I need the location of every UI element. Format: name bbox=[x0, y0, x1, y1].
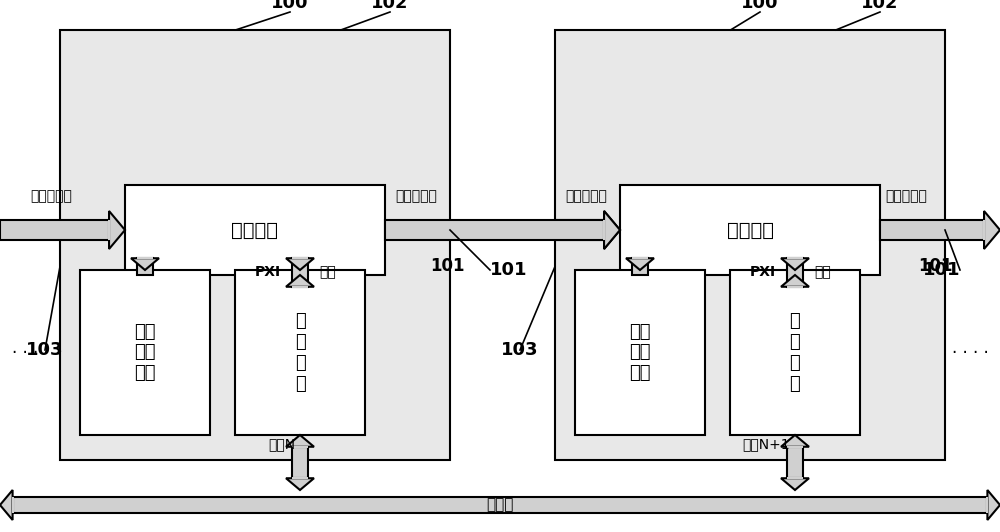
Polygon shape bbox=[131, 258, 159, 270]
Bar bbox=[235, 270, 365, 435]
Bar bbox=[787, 257, 803, 259]
Bar bbox=[787, 258, 803, 287]
Polygon shape bbox=[604, 211, 620, 249]
Polygon shape bbox=[286, 258, 314, 270]
Polygon shape bbox=[987, 490, 1000, 520]
Text: 101: 101 bbox=[918, 257, 952, 275]
Polygon shape bbox=[781, 435, 809, 447]
Bar bbox=[575, 270, 705, 435]
Polygon shape bbox=[781, 478, 809, 490]
Polygon shape bbox=[286, 275, 314, 287]
Polygon shape bbox=[286, 435, 314, 447]
Bar bbox=[60, 30, 450, 460]
Text: 主
控
模
块: 主 控 模 块 bbox=[295, 312, 305, 393]
Bar bbox=[292, 286, 308, 288]
Polygon shape bbox=[781, 258, 809, 270]
Bar bbox=[80, 270, 210, 435]
Text: 主
控
模
块: 主 控 模 块 bbox=[790, 312, 800, 393]
Bar bbox=[730, 270, 860, 435]
Bar bbox=[292, 447, 308, 478]
Bar bbox=[603, 220, 605, 240]
Text: 输出信号线: 输出信号线 bbox=[885, 189, 927, 203]
Text: 同步模块: 同步模块 bbox=[232, 220, 278, 239]
Text: 同步模块: 同步模块 bbox=[726, 220, 774, 239]
Bar bbox=[787, 477, 803, 479]
Bar bbox=[880, 220, 984, 240]
Text: PXI: PXI bbox=[254, 265, 280, 279]
Text: 102: 102 bbox=[371, 0, 409, 12]
Text: 102: 102 bbox=[861, 0, 899, 12]
Text: PXI: PXI bbox=[749, 265, 775, 279]
Bar bbox=[986, 497, 988, 513]
Bar bbox=[292, 477, 308, 479]
Polygon shape bbox=[286, 478, 314, 490]
Text: 输出信号线: 输出信号线 bbox=[395, 189, 437, 203]
Text: 总线: 总线 bbox=[320, 265, 336, 279]
Text: · · · ·: · · · · bbox=[12, 344, 48, 362]
Text: 仪器N: 仪器N bbox=[268, 437, 295, 451]
Bar bbox=[108, 220, 110, 240]
Polygon shape bbox=[984, 211, 1000, 249]
Polygon shape bbox=[626, 258, 654, 270]
Bar bbox=[787, 446, 803, 448]
Bar bbox=[12, 497, 14, 513]
Text: 以太网: 以太网 bbox=[486, 497, 514, 512]
Bar bbox=[137, 257, 153, 259]
Text: 总线: 总线 bbox=[815, 265, 831, 279]
Polygon shape bbox=[781, 275, 809, 287]
Bar bbox=[292, 446, 308, 448]
Text: 100: 100 bbox=[741, 0, 779, 12]
Text: 101: 101 bbox=[490, 261, 528, 279]
Text: 100: 100 bbox=[271, 0, 309, 12]
Bar bbox=[125, 185, 385, 275]
Bar bbox=[292, 257, 308, 259]
Bar bbox=[292, 258, 308, 287]
Bar bbox=[0, 220, 109, 240]
Bar bbox=[13, 497, 987, 513]
Bar bbox=[603, 220, 605, 240]
Text: 输入信号线: 输入信号线 bbox=[30, 189, 72, 203]
Text: 101: 101 bbox=[922, 261, 960, 279]
Bar bbox=[787, 286, 803, 288]
Text: 103: 103 bbox=[26, 341, 64, 359]
Text: 其他
功能
电路: 其他 功能 电路 bbox=[134, 323, 156, 383]
Bar bbox=[555, 30, 945, 460]
Bar bbox=[983, 220, 985, 240]
Bar bbox=[137, 258, 153, 275]
Bar bbox=[620, 185, 880, 275]
Polygon shape bbox=[604, 211, 620, 249]
Polygon shape bbox=[0, 490, 13, 520]
Text: 103: 103 bbox=[501, 341, 539, 359]
Text: 仪器N+1: 仪器N+1 bbox=[742, 437, 790, 451]
Text: 其他
功能
电路: 其他 功能 电路 bbox=[629, 323, 651, 383]
Text: 输入信号线: 输入信号线 bbox=[565, 189, 607, 203]
Bar bbox=[555, 220, 604, 240]
Bar bbox=[632, 257, 648, 259]
Text: · · · ·: · · · · bbox=[952, 344, 988, 362]
Polygon shape bbox=[109, 211, 125, 249]
Text: 101: 101 bbox=[430, 257, 464, 275]
Bar bbox=[787, 447, 803, 478]
Bar bbox=[385, 220, 604, 240]
Bar bbox=[632, 258, 648, 275]
